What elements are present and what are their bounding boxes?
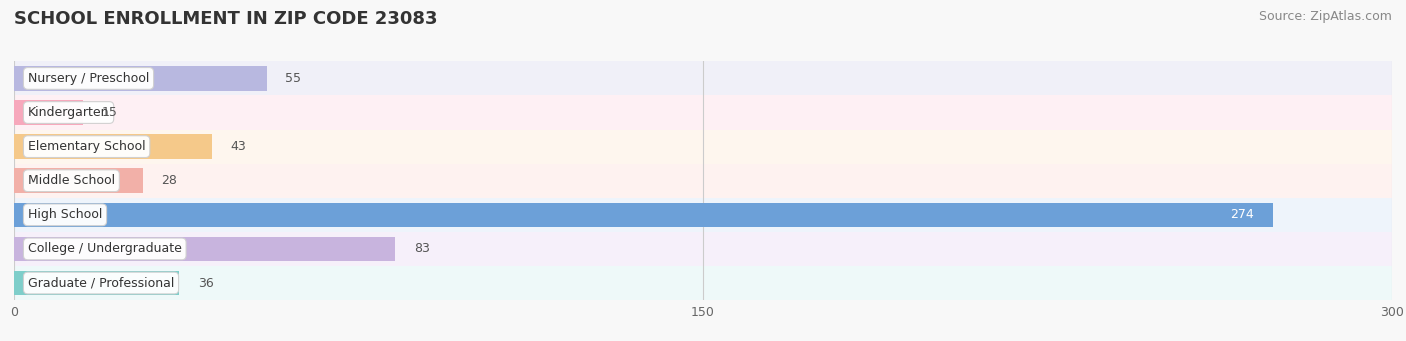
Text: College / Undergraduate: College / Undergraduate bbox=[28, 242, 181, 255]
Text: SCHOOL ENROLLMENT IN ZIP CODE 23083: SCHOOL ENROLLMENT IN ZIP CODE 23083 bbox=[14, 10, 437, 28]
Text: Kindergarten: Kindergarten bbox=[28, 106, 110, 119]
Bar bbox=[14, 95, 1392, 130]
Bar bbox=[14, 271, 180, 295]
Text: Elementary School: Elementary School bbox=[28, 140, 145, 153]
Bar bbox=[14, 237, 395, 261]
Bar bbox=[14, 134, 211, 159]
Text: 274: 274 bbox=[1230, 208, 1254, 221]
Bar bbox=[14, 130, 1392, 164]
Text: 28: 28 bbox=[162, 174, 177, 187]
Text: 15: 15 bbox=[101, 106, 117, 119]
Bar bbox=[14, 66, 267, 91]
Bar bbox=[14, 100, 83, 125]
Text: 83: 83 bbox=[413, 242, 429, 255]
Bar bbox=[14, 203, 1272, 227]
Bar bbox=[14, 168, 142, 193]
Text: Source: ZipAtlas.com: Source: ZipAtlas.com bbox=[1258, 10, 1392, 23]
Bar bbox=[14, 164, 1392, 198]
Bar bbox=[14, 61, 1392, 95]
Text: 43: 43 bbox=[231, 140, 246, 153]
Text: 55: 55 bbox=[285, 72, 301, 85]
Text: 36: 36 bbox=[198, 277, 214, 290]
Text: High School: High School bbox=[28, 208, 103, 221]
Bar bbox=[14, 198, 1392, 232]
Text: Middle School: Middle School bbox=[28, 174, 115, 187]
Text: Nursery / Preschool: Nursery / Preschool bbox=[28, 72, 149, 85]
Bar bbox=[14, 232, 1392, 266]
Bar bbox=[14, 266, 1392, 300]
Text: Graduate / Professional: Graduate / Professional bbox=[28, 277, 174, 290]
